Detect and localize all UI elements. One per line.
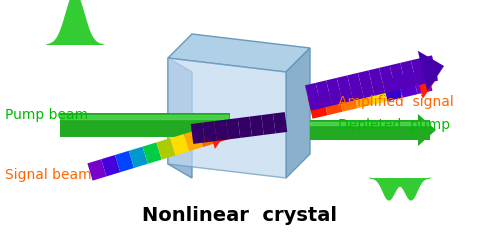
- Polygon shape: [414, 65, 438, 99]
- Polygon shape: [196, 113, 203, 137]
- Polygon shape: [189, 113, 196, 137]
- Text: Depleted  pump: Depleted pump: [338, 118, 450, 132]
- Polygon shape: [400, 60, 417, 88]
- Polygon shape: [87, 113, 94, 137]
- Polygon shape: [142, 113, 148, 137]
- Polygon shape: [286, 48, 310, 178]
- Polygon shape: [348, 73, 364, 101]
- Polygon shape: [168, 58, 286, 178]
- Polygon shape: [322, 120, 328, 140]
- Polygon shape: [261, 114, 276, 135]
- Polygon shape: [352, 120, 358, 140]
- Polygon shape: [337, 75, 353, 103]
- Polygon shape: [184, 130, 203, 151]
- Polygon shape: [226, 118, 240, 139]
- Polygon shape: [143, 142, 162, 164]
- Polygon shape: [87, 159, 107, 181]
- Polygon shape: [198, 126, 217, 147]
- Polygon shape: [273, 112, 287, 133]
- Polygon shape: [94, 113, 101, 137]
- Polygon shape: [397, 73, 418, 98]
- Polygon shape: [182, 113, 189, 137]
- Polygon shape: [328, 120, 334, 140]
- Text: Amplified  signal: Amplified signal: [338, 95, 454, 109]
- Polygon shape: [346, 120, 352, 140]
- Polygon shape: [210, 113, 216, 137]
- Polygon shape: [216, 113, 223, 137]
- Polygon shape: [214, 120, 228, 141]
- Polygon shape: [191, 123, 205, 144]
- Polygon shape: [358, 70, 374, 98]
- Polygon shape: [340, 120, 346, 140]
- Polygon shape: [168, 58, 192, 178]
- Polygon shape: [424, 120, 430, 140]
- Polygon shape: [421, 55, 438, 83]
- Polygon shape: [60, 113, 67, 137]
- Polygon shape: [206, 122, 228, 149]
- Polygon shape: [418, 120, 424, 140]
- Polygon shape: [310, 120, 316, 140]
- Polygon shape: [412, 120, 418, 140]
- Polygon shape: [370, 120, 376, 140]
- Polygon shape: [383, 76, 403, 101]
- Polygon shape: [162, 113, 169, 137]
- Polygon shape: [115, 151, 134, 172]
- Polygon shape: [382, 120, 388, 140]
- Polygon shape: [67, 113, 73, 137]
- Polygon shape: [212, 121, 230, 143]
- Polygon shape: [418, 51, 444, 91]
- Polygon shape: [101, 155, 120, 176]
- Polygon shape: [128, 113, 135, 137]
- Polygon shape: [121, 113, 128, 137]
- Polygon shape: [170, 134, 189, 155]
- Polygon shape: [376, 120, 382, 140]
- Polygon shape: [155, 113, 162, 137]
- Polygon shape: [418, 114, 436, 146]
- Polygon shape: [129, 147, 148, 168]
- Polygon shape: [334, 120, 340, 140]
- Polygon shape: [323, 90, 343, 115]
- Polygon shape: [394, 120, 400, 140]
- Polygon shape: [352, 83, 372, 108]
- Polygon shape: [411, 58, 427, 86]
- Polygon shape: [223, 113, 230, 137]
- Polygon shape: [364, 120, 370, 140]
- Polygon shape: [101, 113, 108, 137]
- Polygon shape: [176, 113, 182, 137]
- Polygon shape: [114, 113, 121, 137]
- Polygon shape: [73, 113, 81, 137]
- Polygon shape: [250, 115, 264, 137]
- Polygon shape: [168, 34, 310, 72]
- Polygon shape: [400, 120, 406, 140]
- Polygon shape: [390, 63, 406, 91]
- Polygon shape: [326, 78, 343, 106]
- Polygon shape: [305, 83, 322, 111]
- Polygon shape: [203, 121, 217, 142]
- Polygon shape: [358, 120, 364, 140]
- Polygon shape: [148, 113, 155, 137]
- Polygon shape: [238, 117, 252, 138]
- Polygon shape: [406, 120, 412, 140]
- Polygon shape: [156, 138, 175, 160]
- Polygon shape: [108, 113, 114, 137]
- Polygon shape: [412, 69, 432, 94]
- Polygon shape: [368, 80, 387, 105]
- Polygon shape: [379, 65, 396, 93]
- Polygon shape: [337, 87, 358, 112]
- Polygon shape: [369, 68, 385, 96]
- Text: Nonlinear  crystal: Nonlinear crystal: [143, 206, 337, 225]
- Polygon shape: [169, 113, 176, 137]
- Polygon shape: [388, 120, 394, 140]
- Polygon shape: [81, 113, 87, 137]
- Polygon shape: [315, 80, 332, 108]
- Text: Signal beam: Signal beam: [5, 168, 92, 182]
- Polygon shape: [308, 94, 327, 119]
- Text: Pump beam: Pump beam: [5, 108, 88, 122]
- Polygon shape: [316, 120, 322, 140]
- Polygon shape: [135, 113, 142, 137]
- Polygon shape: [203, 113, 210, 137]
